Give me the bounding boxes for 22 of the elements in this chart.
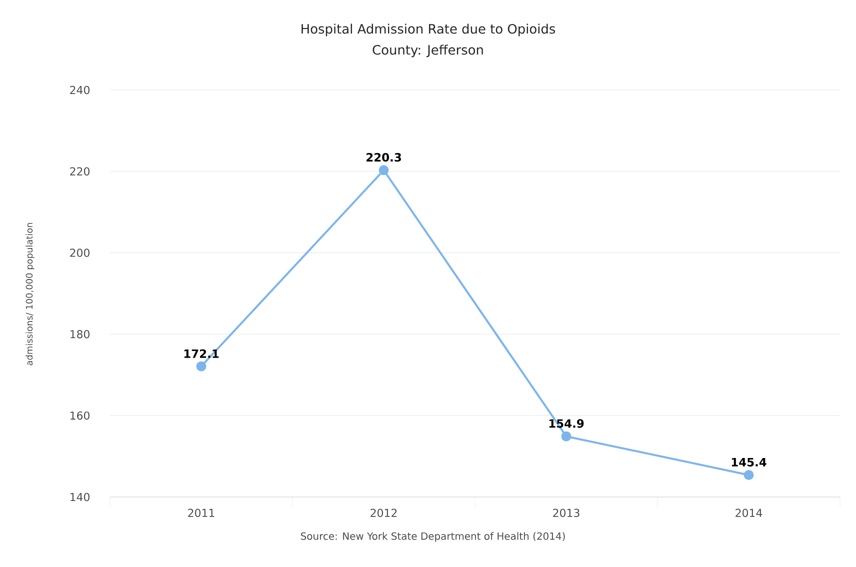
y-tick-label: 200 bbox=[70, 248, 90, 257]
y-tick-label: 180 bbox=[70, 330, 90, 338]
x-tick-label: 2014 bbox=[736, 508, 762, 518]
y-tick-label: 140 bbox=[70, 492, 90, 502]
data-label: 172.1 bbox=[184, 349, 219, 358]
x-tick-label: 2012 bbox=[370, 508, 397, 518]
x-tick-label: 2011 bbox=[188, 508, 214, 518]
source-note: Source: New York State Department of Health (2014) bbox=[300, 532, 565, 542]
y-tick-label: 160 bbox=[70, 411, 90, 420]
chart-subtitle: County: Jefferson bbox=[372, 44, 483, 58]
y-tick-label: 220 bbox=[70, 167, 90, 176]
x-tick-label: 2013 bbox=[553, 508, 580, 518]
y-axis-title: admissions/ 100,000 population bbox=[26, 222, 34, 366]
point bbox=[744, 470, 754, 480]
point bbox=[561, 431, 572, 442]
point bbox=[378, 165, 389, 176]
y-tick-label: 240 bbox=[70, 86, 90, 94]
chart-title: Hospital Admission Rate due to Opioids bbox=[302, 24, 556, 36]
data-label: 154.9 bbox=[549, 419, 584, 428]
data-label: 220.3 bbox=[366, 152, 401, 162]
data-label: 145.4 bbox=[732, 458, 766, 466]
point bbox=[196, 361, 206, 372]
